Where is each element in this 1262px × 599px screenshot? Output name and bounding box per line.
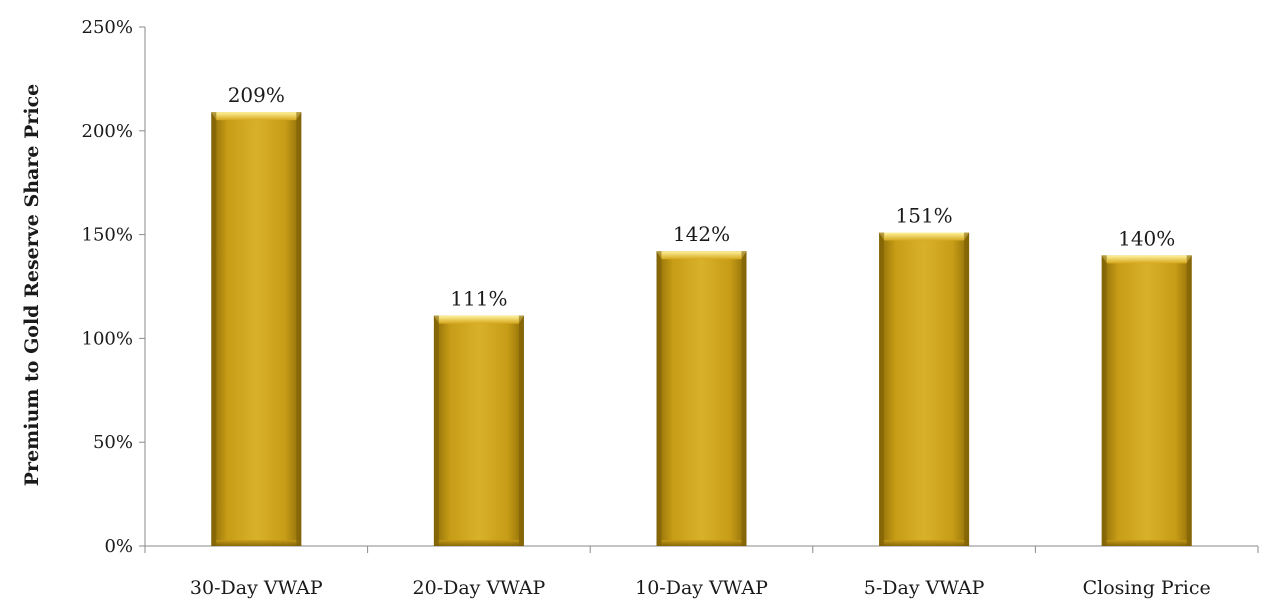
y-tick-label: 150% [82,225,133,246]
bar-edge-left [656,251,662,546]
bar-cap [211,112,302,121]
bar-edge-left [1101,255,1107,547]
bar-body [433,315,524,546]
bar-edge-right [518,315,524,546]
bar-edge-left [433,315,439,546]
bar-base [433,540,524,546]
data-label: 111% [450,287,507,311]
bar [656,251,747,546]
bar-base [656,540,747,546]
bar-cap [879,232,970,241]
bar-body [656,251,747,546]
data-label: 140% [1118,226,1175,250]
bar-cap [1101,255,1192,264]
x-tick-label: 5-Day VWAP [864,577,985,599]
y-tick-label: 250% [82,17,133,38]
bar-cap [433,315,524,324]
bars-group [211,112,1192,547]
data-labels-group: 209% 111% 142% 151% 140% [228,83,1176,310]
y-tick-label: 200% [82,121,133,142]
bar-base [211,540,302,546]
y-axis-title: Premium to Gold Reserve Share Price [21,84,43,486]
data-label: 209% [228,83,285,107]
bar-body [211,112,302,546]
y-tick-label: 100% [82,328,133,349]
bar-body [879,232,970,547]
y-tick-label: 50% [93,432,133,453]
bar-edge-right [741,251,747,546]
bar [1101,255,1192,547]
bar-cap [656,251,747,260]
bar-edge-right [296,112,302,546]
y-tick-label: 0% [104,536,133,557]
y-axis: 0% 50% 100% 150% 200% 250% [82,17,146,557]
bar-edge-right [964,232,970,547]
bar-base [1101,540,1192,546]
x-tick-label: 30-Day VWAP [190,577,323,599]
x-tick-label: Closing Price [1083,577,1211,599]
x-tick-label: 20-Day VWAP [413,577,546,599]
x-tick-label: 10-Day VWAP [635,577,768,599]
bar-edge-left [879,232,885,547]
bar-edge-right [1186,255,1192,547]
bar-edge-left [211,112,217,546]
bar [211,112,302,546]
x-axis: 30-Day VWAP 20-Day VWAP 10-Day VWAP 5-Day V… [144,545,1259,599]
bar-body [1101,255,1192,547]
bar-base [879,540,970,546]
data-label: 151% [896,204,953,228]
data-label: 142% [673,222,730,246]
bar [879,232,970,547]
bar [433,315,524,546]
